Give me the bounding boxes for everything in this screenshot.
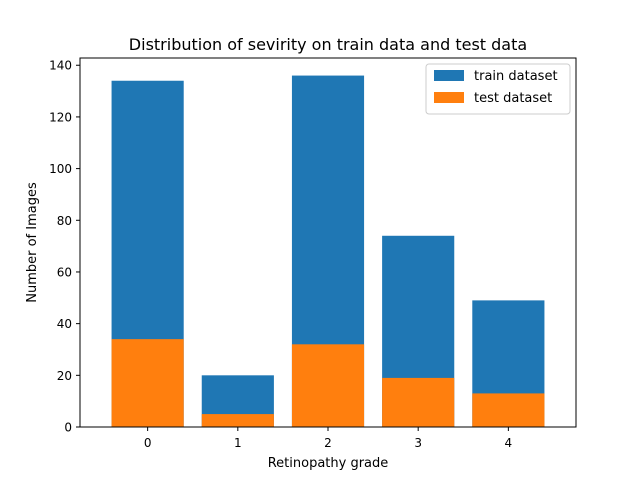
legend-swatch-train — [434, 70, 464, 81]
x-tick-label-2: 2 — [324, 436, 332, 450]
y-axis-label: Number of Images — [25, 182, 40, 303]
y-tick-label-40: 40 — [57, 317, 72, 331]
bar-test-3 — [382, 377, 455, 427]
legend-label-test: test dataset — [474, 91, 552, 106]
x-axis-ticks: 0 1 2 3 4 — [144, 427, 512, 450]
bar-test-0 — [111, 339, 184, 427]
legend: train dataset test dataset — [425, 63, 571, 115]
y-tick-label-140: 140 — [49, 59, 72, 73]
y-tick-label-20: 20 — [57, 369, 72, 383]
y-tick-label-100: 100 — [49, 162, 72, 176]
y-axis-ticks: 0 20 40 60 80 100 120 140 — [49, 59, 80, 435]
bars-group — [111, 75, 545, 428]
bar-test-1 — [201, 414, 274, 427]
x-tick-label-3: 3 — [414, 436, 422, 450]
x-tick-label-4: 4 — [505, 436, 513, 450]
y-tick-label-60: 60 — [57, 265, 72, 279]
x-tick-label-0: 0 — [144, 436, 152, 450]
legend-swatch-test — [434, 92, 464, 103]
bar-test-4 — [472, 393, 545, 427]
x-axis-label: Retinopathy grade — [268, 456, 389, 471]
y-tick-label-0: 0 — [64, 421, 72, 435]
y-tick-label-80: 80 — [57, 214, 72, 228]
chart-title: Distribution of sevirity on train data a… — [129, 35, 527, 54]
x-tick-label-1: 1 — [234, 436, 242, 450]
legend-label-train: train dataset — [474, 69, 558, 84]
y-tick-label-120: 120 — [49, 110, 72, 124]
plot-area-frame — [79, 57, 577, 428]
bar-test-2 — [291, 344, 365, 427]
